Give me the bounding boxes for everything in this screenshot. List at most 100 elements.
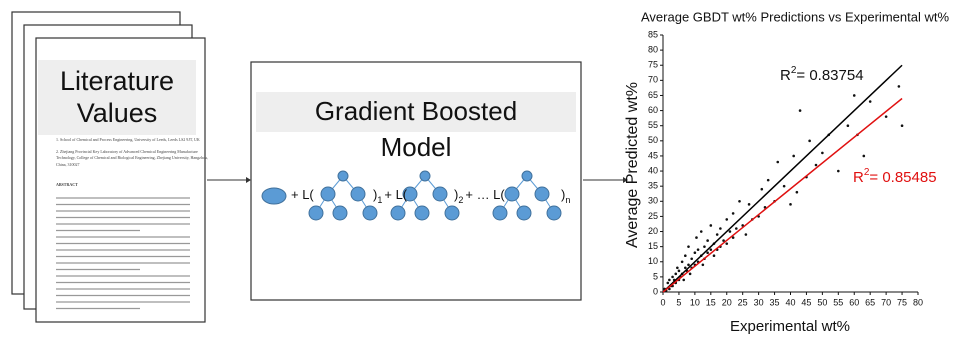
point [719,227,722,230]
formula-part: + L( [291,187,314,202]
point [710,224,713,227]
y-tick-label: 70 [648,75,658,85]
point [738,200,741,203]
arrow-head [246,177,251,183]
tree-node [351,187,365,201]
x-tick-label: 65 [865,297,875,307]
tree-node [493,206,507,220]
formula-part: + … L( [465,187,505,202]
x-tick-label: 70 [881,297,891,307]
point [697,248,700,251]
y-tick-label: 20 [648,226,658,236]
tree-node [547,206,561,220]
point [901,124,904,127]
fit-line [663,98,902,292]
point [789,203,792,206]
point [725,242,728,245]
formula-sub: 2 [458,195,463,205]
y-axis-label: Average Predicted wt% [624,82,641,248]
point [678,270,681,273]
tree-node [522,171,532,181]
x-tick-label: 40 [785,297,795,307]
chart: Average GBDT wt% Predictions vs Experime… [624,9,949,335]
x-tick-label: 60 [849,297,859,307]
point [821,152,824,155]
doc-title: Literature [60,66,174,96]
tree-node [535,187,549,201]
point [713,254,716,257]
point [689,273,692,276]
x-tick-label: 0 [660,297,665,307]
y-tick-label: 30 [648,196,658,206]
tree-node [445,206,459,220]
y-tick-label: 35 [648,181,658,191]
x-tick-label: 50 [817,297,827,307]
point [732,212,735,215]
point [668,279,671,282]
y-tick-label: 65 [648,90,658,100]
point [799,109,802,112]
point [676,267,679,270]
y-tick-label: 55 [648,120,658,130]
point [682,279,685,282]
annotation-part: R [780,67,791,84]
doc-title: Values [77,98,158,128]
fit-line [663,65,902,292]
annotation-part: R [853,169,864,186]
point [702,263,705,266]
x-tick-label: 25 [738,297,748,307]
point [706,239,709,242]
formula-sub: 1 [377,195,382,205]
point [796,191,799,194]
point [684,254,687,257]
tree-node [363,206,377,220]
point [748,203,751,206]
x-tick-label: 20 [722,297,732,307]
tree-node [309,206,323,220]
point [869,100,872,103]
model-title: Model [381,132,452,162]
point [681,260,684,263]
y-tick-label: 80 [648,44,658,54]
y-tick-label: 5 [653,271,658,281]
point [695,236,698,239]
point [853,94,856,97]
y-tick-label: 15 [648,241,658,251]
annotation: R2= 0.85485 [853,167,937,186]
point [885,115,888,118]
point [674,273,677,276]
annotation: R2= 0.83754 [780,65,864,84]
point [847,124,850,127]
x-tick-label: 45 [801,297,811,307]
tree-node [433,187,447,201]
point [716,233,719,236]
model-title: Gradient Boosted [315,96,517,126]
point [666,282,669,285]
annotation-part: = 0.85485 [869,169,936,186]
point [783,185,786,188]
figure: Literature Values 1. School of Chemical … [0,0,969,341]
point [700,230,703,233]
point [761,188,764,191]
tree-node [333,206,347,220]
x-tick-label: 15 [706,297,716,307]
doc-heading: ABSTRACT [56,182,78,187]
point [690,257,693,260]
point [776,161,779,164]
formula-part: + L( [384,187,407,202]
x-tick-label: 80 [913,297,923,307]
point [863,155,866,158]
y-tick-label: 25 [648,211,658,221]
point [725,218,728,221]
y-tick-label: 50 [648,135,658,145]
x-tick-label: 30 [754,297,764,307]
point [687,245,690,248]
point [694,251,697,254]
point [671,276,674,279]
point [815,164,818,167]
tree-node [338,171,348,181]
x-tick-label: 10 [690,297,700,307]
point [684,267,687,270]
annotation-part: = 0.83754 [796,67,863,84]
point [687,263,690,266]
